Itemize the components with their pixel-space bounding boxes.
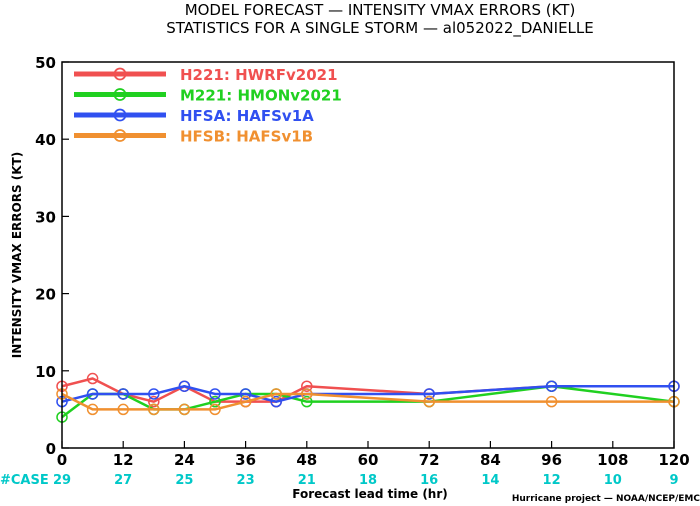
legend-marker <box>113 108 127 122</box>
data-point <box>270 388 282 400</box>
legend-marker <box>113 129 127 142</box>
x-tick-label: 48 <box>296 451 317 469</box>
y-axis: 0 10 20 30 40 50 <box>35 54 69 458</box>
data-point <box>148 388 160 400</box>
x-tick-label: 60 <box>358 451 379 469</box>
legend-label: HFSB: HAFSv1B <box>180 128 313 146</box>
data-point <box>545 395 558 408</box>
legend-label: M221: HMONv2021 <box>180 87 342 105</box>
x-tick-label: 36 <box>235 451 256 469</box>
data-point <box>423 395 435 408</box>
case-count: 14 <box>481 473 499 488</box>
data-point <box>301 395 313 408</box>
y-axis-label: INTENSITY VMAX ERRORS (KT) <box>10 152 24 358</box>
data-point <box>209 403 221 416</box>
y-tick-label: 10 <box>35 363 56 381</box>
case-count: 27 <box>114 473 132 488</box>
data-point <box>301 388 313 400</box>
data-point <box>148 395 160 408</box>
x-axis-label: Forecast lead time (hr) <box>292 487 448 501</box>
data-point <box>178 380 191 392</box>
x-tick-label: 120 <box>658 451 689 469</box>
series-layer <box>56 372 680 423</box>
x-tick-label: 108 <box>597 451 628 469</box>
data-point <box>301 380 313 392</box>
data-point <box>209 395 221 408</box>
case-count: 12 <box>543 473 561 488</box>
y-tick-label: 40 <box>35 131 56 149</box>
case-count: 18 <box>359 473 377 488</box>
data-point <box>270 395 282 408</box>
data-point <box>178 403 191 416</box>
x-tick-label: 12 <box>113 451 134 469</box>
legend: H221: HWRFv2021 M221: HMONv2021 HFSA: HAFS… <box>74 66 342 146</box>
chart-subtitle: STATISTICS FOR A SINGLE STORM — al052022… <box>166 19 594 38</box>
data-point <box>239 395 252 408</box>
case-count: 10 <box>604 473 622 488</box>
y-tick-label: 20 <box>35 286 56 304</box>
case-count: 29 <box>53 473 71 488</box>
case-count: 23 <box>237 473 255 488</box>
data-point <box>117 388 129 400</box>
case-count: 16 <box>420 473 438 488</box>
case-count: 9 <box>669 473 678 488</box>
legend-marker <box>113 88 127 101</box>
case-count: 21 <box>298 473 316 488</box>
chart-title: MODEL FORECAST — INTENSITY VMAX ERRORS (… <box>185 1 576 19</box>
case-count: 25 <box>175 473 193 488</box>
data-point <box>86 403 99 416</box>
y-tick-label: 0 <box>46 440 56 458</box>
case-count-row: 29 27 25 23 21 18 16 14 12 10 9 <box>53 473 679 488</box>
data-point <box>239 388 252 400</box>
x-axis: 0 12 24 36 48 60 72 84 96 108 120 <box>57 441 690 469</box>
data-point <box>545 380 558 392</box>
x-tick-label: 84 <box>480 451 501 469</box>
data-point <box>423 388 435 400</box>
legend-label: HFSA: HAFSv1A <box>180 107 314 125</box>
y-tick-label: 30 <box>35 208 56 226</box>
case-label: #CASE <box>0 473 49 488</box>
legend-label: H221: HWRFv2021 <box>180 66 338 84</box>
y-tick-label: 50 <box>35 54 56 72</box>
x-tick-label: 72 <box>419 451 440 469</box>
credit-text: Hurricane project — NOAA/NCEP/EMC <box>512 494 700 504</box>
data-point <box>148 403 160 416</box>
x-tick-label: 24 <box>174 451 195 469</box>
data-point <box>209 388 221 400</box>
legend-marker <box>113 67 127 81</box>
data-point <box>117 403 129 416</box>
data-point <box>86 388 99 400</box>
x-tick-label: 0 <box>57 451 67 469</box>
x-tick-label: 96 <box>541 451 562 469</box>
data-point <box>86 372 99 385</box>
